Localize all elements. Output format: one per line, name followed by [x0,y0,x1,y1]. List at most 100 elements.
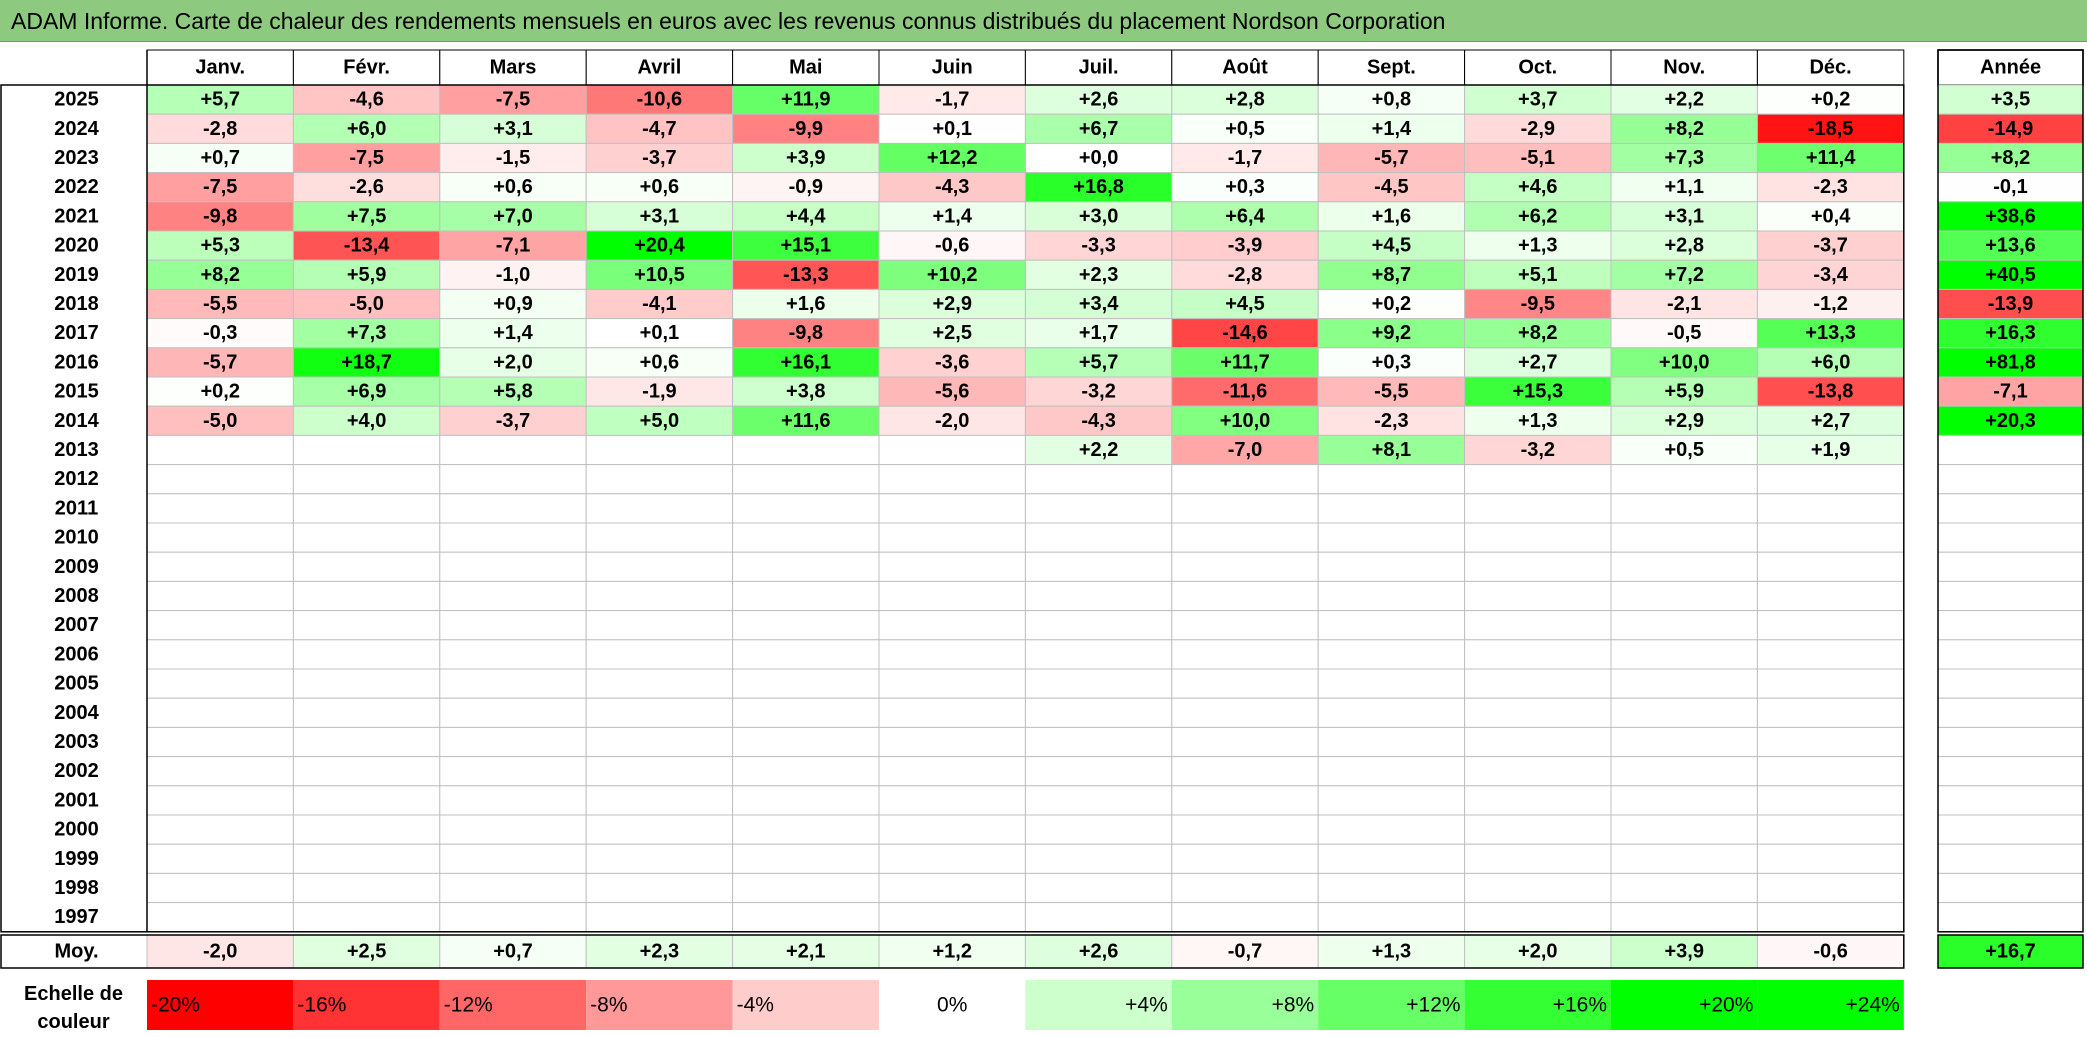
heatmap-cell [1317,551,1466,582]
heatmap-cell [732,872,880,904]
heatmap-cell [878,668,1026,699]
heatmap-cell [1171,610,1319,641]
heatmap-cell [146,872,294,904]
heatmap-cell [146,142,294,174]
heatmap-cell [1610,142,1758,174]
heatmap-cell [1464,84,1612,115]
heatmap-cell [1317,259,1466,290]
heatmap-cell [1024,785,1173,816]
heatmap-cell [732,551,880,582]
cell-value: -2,9 [1521,118,1555,140]
month-header-label: Mars [490,57,537,79]
annual-value: -14,9 [1988,118,2034,140]
annual-cell [1937,639,2084,670]
heatmap-cell [878,318,1026,349]
heatmap-cell [1756,668,1905,699]
heatmap-cell [732,785,880,816]
year-label: 2009 [54,556,99,578]
heatmap-cell [732,668,880,699]
cell-value: +10,2 [927,264,978,286]
year-label: 2023 [54,147,99,169]
month-header-label: Janv. [195,57,245,79]
heatmap-cell [585,113,734,144]
heatmap-cell [1171,434,1319,466]
heatmap-cell [292,872,441,904]
annual-cell [1937,697,2084,728]
heatmap-cell [1610,259,1758,290]
heatmap-cell [1317,610,1466,641]
heatmap-cell [1464,814,1612,845]
cell-value: -2,8 [203,118,237,140]
heatmap-cell [1464,726,1612,758]
cell-value: +1,6 [1372,205,1411,227]
heatmap-cell [146,785,294,816]
cell-value: +3,0 [1079,205,1118,227]
annual-header-label: Année [1980,57,2041,79]
cell-value: +1,3 [1518,235,1557,257]
month-header-label: Sept. [1367,57,1416,79]
heatmap-cell [1464,142,1612,174]
cell-value: +8,7 [1372,264,1411,286]
heatmap-cell [1756,756,1905,787]
heatmap-cell [585,756,734,787]
cell-value: -3,2 [1081,381,1115,403]
average-cell [1464,934,1612,969]
heatmap-cell [1464,610,1612,641]
heatmap-cell [146,697,294,728]
heatmap-cell [146,84,294,115]
average-value: +2,5 [347,941,386,963]
heatmap-cell [439,113,587,144]
year-label: 2012 [54,468,99,490]
heatmap-cell [1317,639,1466,670]
heatmap-cell [1756,84,1905,115]
heatmap-cell [1317,113,1466,144]
cell-value: -5,7 [203,351,237,373]
month-header-label: Nov. [1663,57,1705,79]
annual-column-border [1937,49,2084,933]
year-label: 2007 [54,614,99,636]
annual-cell [1937,551,2084,582]
heatmap-cell [439,639,587,670]
title-bar: ADAM Informe. Carte de chaleur des rende… [0,0,2087,42]
heatmap-cell [1024,230,1173,261]
year-label: 2008 [54,585,99,607]
cell-value: -13,4 [344,235,390,257]
heatmap-cell [1464,580,1612,612]
heatmap-cell [439,405,587,436]
average-label: Moy. [54,941,98,963]
heatmap-cell [146,814,294,845]
heatmap-cell [146,668,294,699]
heatmap-cell [1024,347,1173,378]
average-value: +1,2 [932,941,971,963]
heatmap-cell [1024,902,1173,933]
heatmap-cell [292,814,441,845]
heatmap-cell [146,902,294,933]
heatmap-cell [146,493,294,524]
heatmap-cell [878,172,1026,203]
average-value: +3,9 [1664,941,1703,963]
heatmap-cell [878,493,1026,524]
cell-value: -3,9 [1228,235,1262,257]
heatmap-cell [1756,610,1905,641]
month-header-label: Mai [789,57,822,79]
year-label: 2018 [54,293,99,315]
heatmap-cell [585,522,734,553]
cell-value: -5,6 [935,381,969,403]
heatmap-cell [1610,697,1758,728]
annual-average-border [1937,934,2084,969]
heatmap-cell [1756,902,1905,933]
year-label: 2025 [54,89,99,111]
heatmap-cell [878,785,1026,816]
scale-step-label: -12% [444,994,493,1017]
cell-value: -13,8 [1808,381,1854,403]
heatmap-cell [292,376,441,407]
heatmap-cell [732,902,880,933]
cell-value: +0,5 [1225,118,1264,140]
cell-value: -2,0 [935,410,969,432]
heatmap-cell [439,288,587,320]
heatmap-cell [878,610,1026,641]
cell-value: +5,3 [200,235,239,257]
heatmap-cell [439,902,587,933]
heatmap-cell [1024,872,1173,904]
